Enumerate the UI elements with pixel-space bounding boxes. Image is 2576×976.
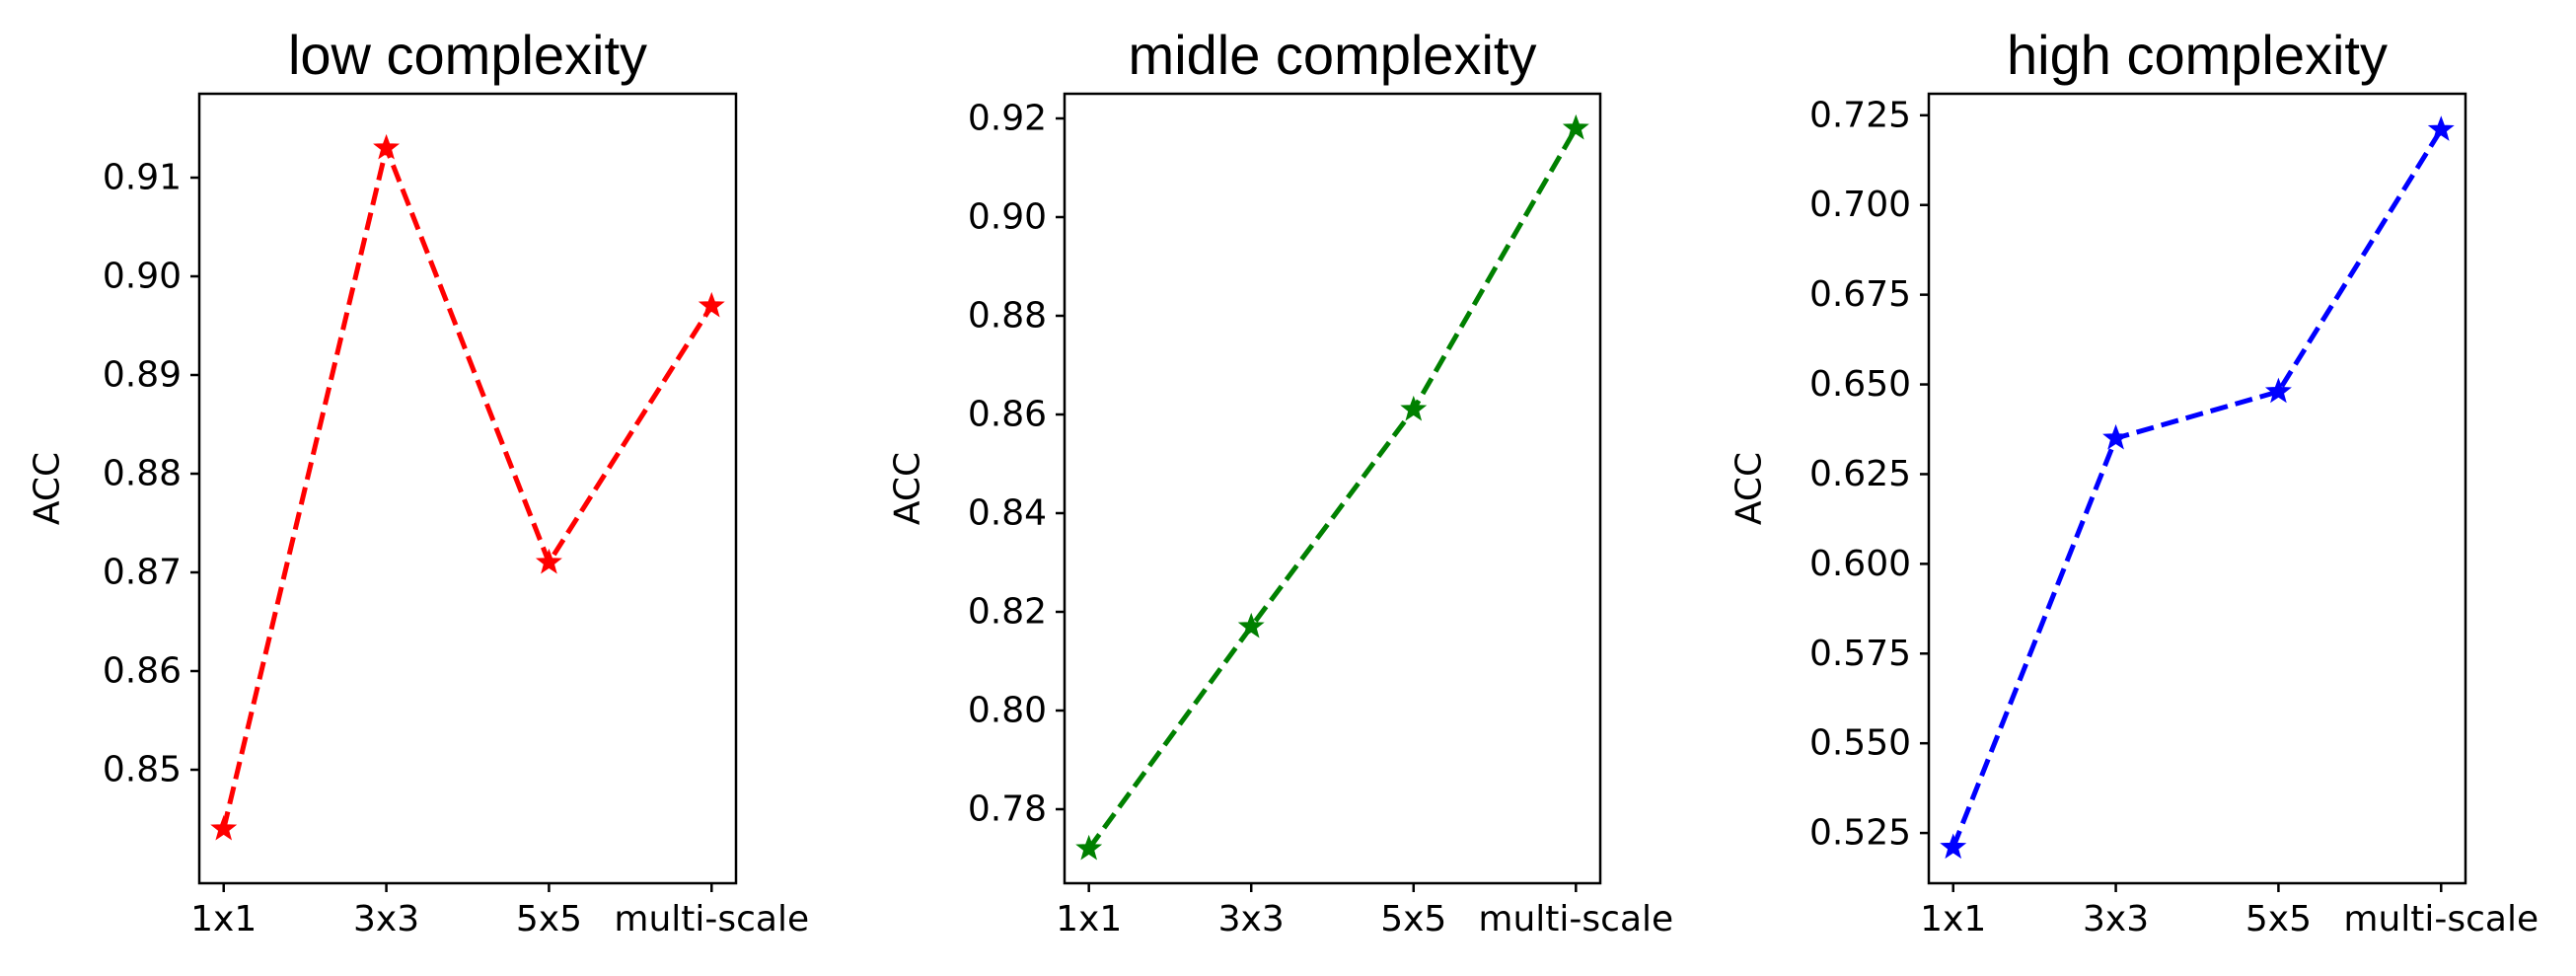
y-tick-label: 0.90 [103,257,182,297]
data-point-star [210,814,238,841]
y-tick-label: 0.87 [103,553,182,593]
data-point-star [2264,377,2292,404]
data-point-star [1400,395,1428,421]
y-tick-label: 0.675 [1809,274,1911,315]
y-tick-label: 0.82 [968,592,1047,633]
plot-frame [1063,92,1602,885]
series-line [1086,126,1579,851]
panel-1: low complexity ACC 0.85 0.86 0.87 0.88 0.89 0.9… [28,24,810,939]
data-point-star [1237,612,1265,638]
y-tick-label: 0.86 [968,395,1047,435]
x-tick-label: 3x3 [1218,899,1285,939]
x-tick-label: multi-scale [2343,899,2539,939]
series-line [1950,128,2444,849]
y-axis-label: ACC [888,452,928,525]
chart-title: high complexity [2007,24,2388,86]
y-tick-label: 0.85 [103,750,182,790]
y-tick-label: 0.650 [1809,364,1911,405]
data-point-star [1940,833,1967,860]
series-line [221,139,714,830]
data-point-star [2427,115,2455,141]
plot-frame [197,92,738,885]
y-tick-label: 0.525 [1809,813,1911,854]
y-tick-label: 0.78 [968,789,1047,830]
x-tick-label: multi-scale [1478,899,1673,939]
y-tick-label: 0.86 [103,651,182,692]
y-tick-label: 0.700 [1809,185,1911,225]
x-tick-label: 1x1 [1056,899,1122,939]
y-tick-label: 0.575 [1809,634,1911,674]
y-tick-label: 0.80 [968,691,1047,731]
y-tick-label: 0.90 [968,197,1047,238]
y-axis-label: ACC [1730,452,1770,525]
x-tick-label: 1x1 [1920,899,1986,939]
y-axis-label: ACC [28,452,68,525]
y-tick-label: 0.725 [1809,95,1911,135]
x-tick-label: 3x3 [2083,899,2149,939]
x-tick-label: multi-scale [614,899,809,939]
panel-2: midle complexity ACC 0.78 0.80 0.82 0.84 0.86 0… [888,24,1674,939]
x-tick-label: 3x3 [353,899,419,939]
x-tick-label: 5x5 [2245,899,2312,939]
data-point-star [373,133,401,160]
x-tick-label: 1x1 [190,899,257,939]
data-point-star [1075,834,1103,861]
y-tick-label: 0.88 [103,454,182,494]
y-tick-label: 0.88 [968,296,1047,337]
y-tick-label: 0.625 [1809,454,1911,494]
data-point-star [1562,113,1589,140]
y-tick-label: 0.600 [1809,544,1911,584]
chart-title: midle complexity [1129,24,1537,86]
x-tick-label: 5x5 [516,899,582,939]
y-tick-label: 0.84 [968,493,1047,534]
data-point-star [698,291,725,318]
y-tick-label: 0.89 [103,355,182,396]
data-point-star [2102,423,2130,450]
y-tick-label: 0.92 [968,99,1047,139]
y-tick-label: 0.91 [103,158,182,198]
panel-3: high complexity ACC 0.525 0.550 0.575 0.600 0.… [1730,24,2539,939]
plot-frame [1927,92,2467,885]
x-tick-label: 5x5 [1380,899,1446,939]
chart-title: low complexity [288,24,647,86]
data-point-star [535,548,562,574]
y-tick-label: 0.550 [1809,723,1911,764]
